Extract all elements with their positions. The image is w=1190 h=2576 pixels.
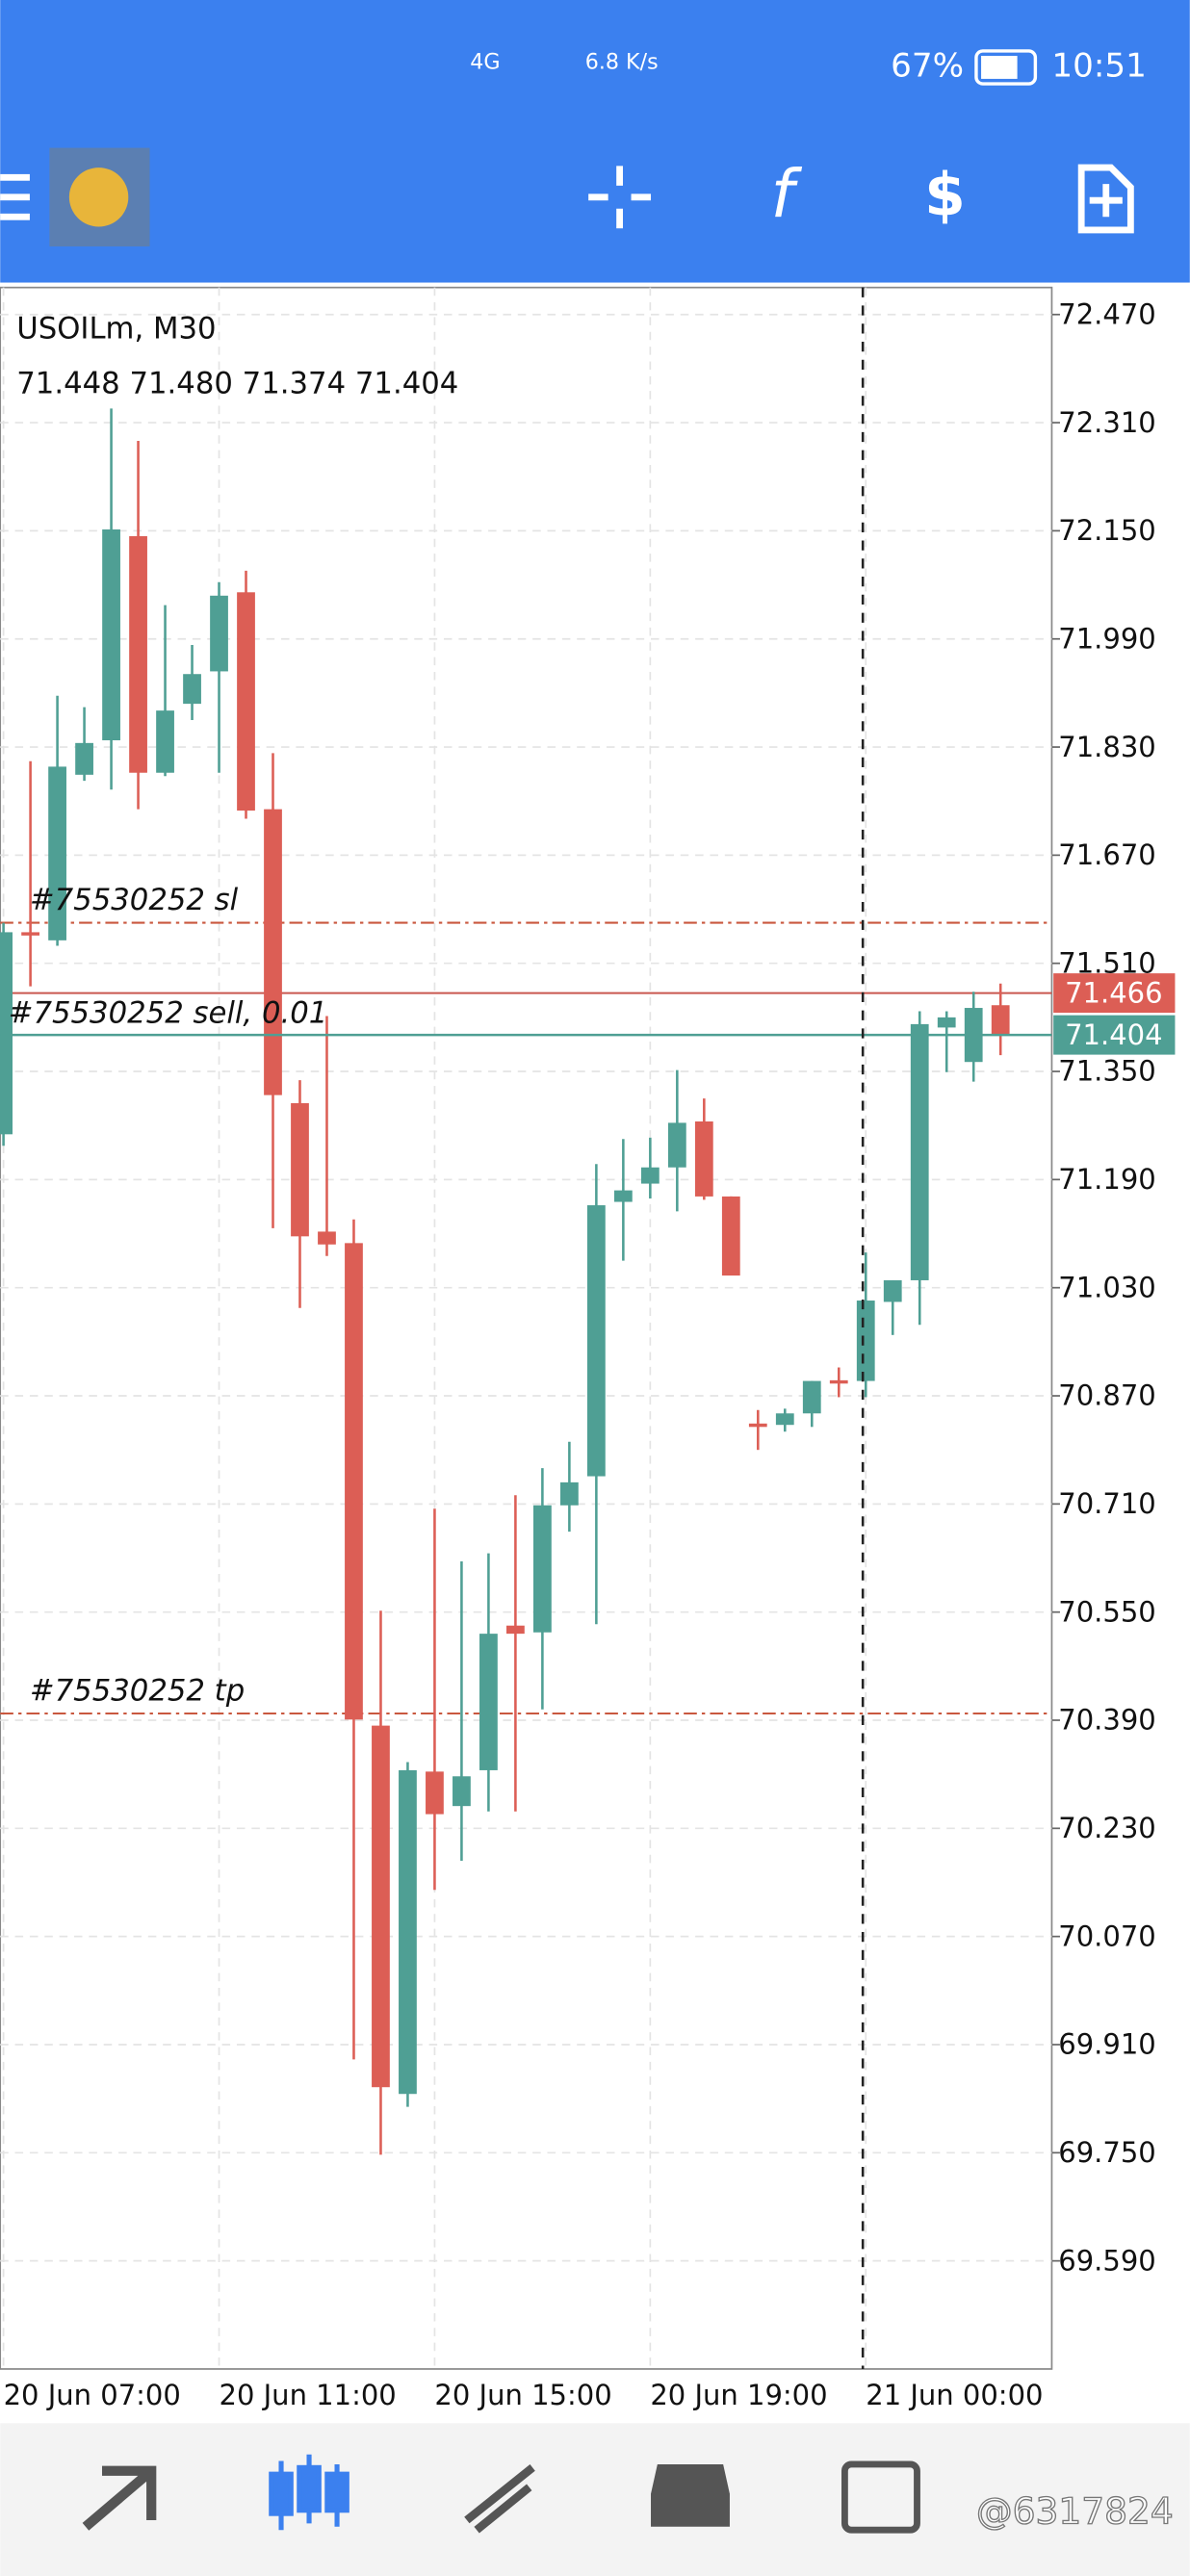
candle-body: [506, 1625, 525, 1635]
ohlc-header: 71.448 71.480 71.374 71.404: [16, 366, 458, 400]
price-tag-label: 71.404: [1065, 1018, 1162, 1051]
app-header: [0, 0, 1190, 283]
battery-level: 67%: [891, 46, 964, 85]
symbol-title: USOILm, M30: [16, 312, 216, 347]
candle-body: [237, 592, 255, 811]
plot: [0, 287, 1052, 2369]
crosshair-button[interactable]: [588, 166, 652, 229]
plot-area: [0, 286, 1053, 2370]
y-tick-label: 70.870: [1058, 1379, 1155, 1412]
candle-body: [75, 742, 93, 775]
x-tick-label: 20 Jun 15:00: [434, 2379, 611, 2411]
candle-body: [48, 766, 66, 940]
order-label: #75530252 tp: [30, 1673, 245, 1708]
y-tick-label: 69.750: [1058, 2136, 1155, 2169]
y-tick-label: 70.710: [1058, 1487, 1155, 1520]
watermark: @6317824: [976, 2490, 1174, 2533]
ohlc-low: 71.374: [243, 366, 346, 400]
candle-body: [345, 1243, 363, 1720]
x-tick-label: 20 Jun 07:00: [4, 2379, 181, 2411]
candle-body: [156, 710, 174, 773]
x-tick-label: 21 Jun 00:00: [866, 2379, 1043, 2411]
candle-body: [399, 1769, 417, 2095]
y-tick-label: 71.990: [1058, 622, 1155, 655]
order-label: #75530252 sell, 0.01: [9, 995, 328, 1030]
new-order-button[interactable]: [1077, 164, 1134, 234]
candle-body: [667, 1122, 686, 1168]
order-label: #75530252 sl: [30, 883, 239, 917]
y-tick-label: 72.150: [1058, 514, 1155, 547]
candle-body: [748, 1423, 767, 1428]
candle-body: [210, 595, 228, 672]
nav-history[interactable]: [651, 2463, 730, 2527]
candle-body: [479, 1634, 498, 1770]
y-tick-label: 71.190: [1058, 1163, 1155, 1196]
y-tick-label: 72.310: [1058, 406, 1155, 439]
candle-body: [802, 1380, 821, 1414]
trade-button[interactable]: $: [924, 162, 966, 230]
candle-body: [586, 1205, 606, 1477]
y-tick-label: 71.030: [1058, 1271, 1155, 1303]
y-tick-label: 71.350: [1058, 1055, 1155, 1088]
candle-body: [883, 1279, 902, 1302]
y-tick-label: 70.550: [1058, 1595, 1155, 1628]
nav-quotes[interactable]: [82, 2465, 157, 2531]
battery-fill: [981, 56, 1018, 79]
nav-chart[interactable]: [269, 2454, 349, 2531]
y-tick-label: 71.830: [1058, 731, 1155, 763]
bottom-nav: [0, 2423, 1190, 2576]
candle-body: [613, 1190, 633, 1202]
candle-body: [129, 536, 147, 773]
candle-body: [937, 1017, 956, 1028]
candle-body: [264, 809, 282, 1095]
nav-news[interactable]: [841, 2460, 920, 2534]
price-tag: [1053, 973, 1176, 1014]
price-tag-label: 71.466: [1065, 976, 1162, 1009]
y-tick-label: 70.230: [1058, 1812, 1155, 1844]
candle-body: [721, 1196, 740, 1276]
candle-body: [102, 528, 120, 741]
candle-body: [426, 1771, 444, 1815]
menu-button[interactable]: [0, 173, 30, 220]
candle-body: [453, 1776, 471, 1807]
candle-body: [318, 1231, 336, 1245]
battery-icon: [974, 49, 1038, 86]
candle-body: [559, 1481, 579, 1506]
x-tick-label: 20 Jun 11:00: [220, 2379, 397, 2411]
candle-body: [291, 1103, 309, 1237]
candle-body: [21, 932, 39, 936]
candle-body: [533, 1505, 552, 1633]
ohlc-open: 71.448: [16, 366, 119, 400]
candle-body: [183, 674, 201, 705]
clock: 10:51: [1051, 46, 1146, 85]
candle-body: [775, 1413, 794, 1426]
app-logo-mark: [68, 167, 129, 227]
y-tick-label: 71.670: [1058, 838, 1155, 871]
y-tick-label: 70.390: [1058, 1704, 1155, 1737]
candle-body: [829, 1379, 848, 1384]
ohlc-close: 71.404: [355, 366, 458, 400]
nav-trade[interactable]: [464, 2464, 535, 2534]
x-tick-label: 20 Jun 19:00: [650, 2379, 827, 2411]
candle-body: [0, 932, 13, 1135]
ohlc-high: 71.480: [129, 366, 232, 400]
candle-body: [991, 1005, 1010, 1036]
y-tick-label: 69.910: [1058, 2028, 1155, 2061]
candle-body: [372, 1725, 390, 2088]
candle-body: [856, 1301, 875, 1381]
candle-body: [694, 1121, 713, 1197]
net-speed: 6.8 K/s: [585, 49, 659, 74]
y-tick-label: 69.590: [1058, 2244, 1155, 2277]
network: 4G: [470, 49, 500, 74]
y-tick-label: 72.470: [1058, 297, 1155, 330]
y-tick-label: 70.070: [1058, 1919, 1155, 1952]
price-tag: [1053, 1015, 1176, 1055]
candle-body: [640, 1167, 660, 1184]
candle-body: [910, 1023, 929, 1280]
